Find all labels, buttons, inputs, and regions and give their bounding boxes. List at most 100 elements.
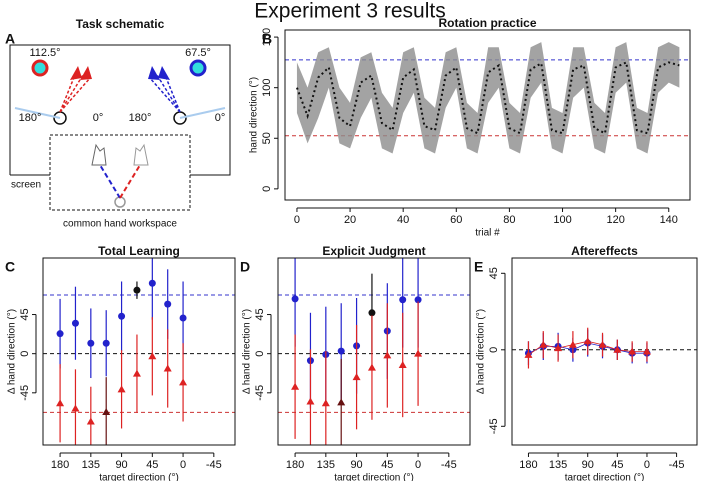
frame: [277, 257, 471, 446]
y-tick-label: 45: [19, 308, 31, 320]
arrowhead: [70, 66, 82, 80]
x-tick-label: -45: [441, 459, 457, 471]
frame: [511, 257, 698, 446]
data-point: [179, 314, 187, 322]
x-tick-label: 135: [317, 459, 335, 471]
data-point: [291, 295, 299, 303]
data-point: [87, 339, 95, 347]
y-tick-label: 0: [261, 186, 273, 192]
panel-title: Total Learning: [98, 244, 180, 258]
x-tick-label: 90: [115, 459, 127, 471]
data-point: [414, 296, 422, 304]
x-tick-label: 180: [286, 459, 304, 471]
data-point: [598, 340, 607, 348]
x-tick-label: 135: [549, 459, 567, 471]
band: [296, 42, 680, 154]
x-tick-label: 45: [146, 459, 158, 471]
frame: [284, 29, 691, 201]
x-tick-label: 0: [644, 459, 650, 471]
data-point: [367, 363, 376, 371]
plot-area: [43, 258, 235, 445]
panel-title: Task schematic: [76, 17, 165, 31]
data-point: [337, 347, 345, 355]
data-point: [179, 378, 188, 386]
y-tick-label: 100: [261, 78, 273, 96]
x-tick-label: 45: [381, 459, 393, 471]
frame: [42, 257, 236, 446]
cursor-line: [14, 107, 61, 119]
panel-letter: E: [474, 259, 483, 275]
panel-letter: D: [240, 259, 250, 275]
data-point: [337, 398, 346, 406]
plot-area: [278, 258, 470, 445]
plot-area: [512, 327, 697, 369]
plot-area: [285, 42, 690, 154]
arrowhead: [80, 66, 92, 80]
screen-label: screen: [11, 180, 41, 191]
data-point: [398, 360, 407, 368]
data-point: [613, 345, 622, 353]
screen-frame: [9, 44, 231, 176]
data-point: [56, 330, 64, 338]
figure-title: Experiment 3 results: [254, 0, 445, 23]
panel-letter: C: [5, 259, 15, 275]
target: [31, 59, 49, 77]
data-point: [383, 351, 392, 359]
y-tick-label: 0: [488, 347, 500, 353]
data-point: [117, 385, 126, 393]
x-tick-label: 80: [503, 214, 515, 226]
x-tick-label: 0: [180, 459, 186, 471]
workspace-box: [49, 134, 191, 211]
panel-letter: B: [262, 31, 272, 47]
data-point: [399, 296, 407, 304]
x-tick-label: 0: [294, 214, 300, 226]
y-tick-label: 50: [261, 132, 273, 144]
data-point: [148, 352, 157, 360]
data-point: [118, 312, 126, 320]
x-axis-label: trial #: [475, 228, 500, 239]
y-axis-label: Δ hand direction (°): [7, 309, 18, 394]
y-tick-label: 150: [261, 28, 273, 46]
target-label: 67.5°: [185, 47, 211, 59]
direction-label: 0°: [215, 112, 226, 124]
data-point: [524, 350, 533, 358]
x-tick-label: 45: [611, 459, 623, 471]
data-point: [554, 344, 563, 352]
hand-icon: [91, 143, 107, 166]
data-point: [148, 279, 156, 287]
panel-title: Rotation practice: [438, 16, 536, 30]
target-label: 112.5°: [29, 47, 60, 59]
data-point: [86, 417, 95, 425]
y-tick-label: 45: [488, 267, 500, 279]
data-point: [568, 340, 577, 348]
x-tick-label: 180: [51, 459, 69, 471]
data-point: [321, 399, 330, 407]
x-tick-label: 140: [660, 214, 678, 226]
workspace-label: common hand workspace: [63, 219, 177, 230]
data-point: [163, 364, 172, 372]
data-point: [71, 319, 79, 327]
x-tick-label: 0: [415, 459, 421, 471]
direction-label: 0°: [93, 112, 104, 124]
data-point: [56, 399, 65, 407]
cursor-line: [179, 107, 226, 119]
reach-arrows: [148, 74, 181, 113]
y-axis-label: Δ hand direction (°): [242, 309, 253, 394]
data-point: [352, 373, 361, 381]
data-point: [291, 382, 300, 390]
x-axis-label: target direction (°): [565, 473, 645, 481]
y-tick-label: -45: [488, 418, 500, 434]
x-tick-label: -45: [206, 459, 222, 471]
direction-label: 180°: [19, 112, 42, 124]
x-tick-label: 40: [397, 214, 409, 226]
x-tick-label: 90: [350, 459, 362, 471]
data-point: [102, 339, 110, 347]
hand-path: [99, 164, 121, 199]
data-point: [414, 349, 423, 357]
data-point: [71, 404, 80, 412]
data-point: [164, 300, 172, 308]
y-tick-label: 45: [254, 308, 266, 320]
arrowhead: [158, 66, 170, 80]
x-tick-label: 20: [344, 214, 356, 226]
